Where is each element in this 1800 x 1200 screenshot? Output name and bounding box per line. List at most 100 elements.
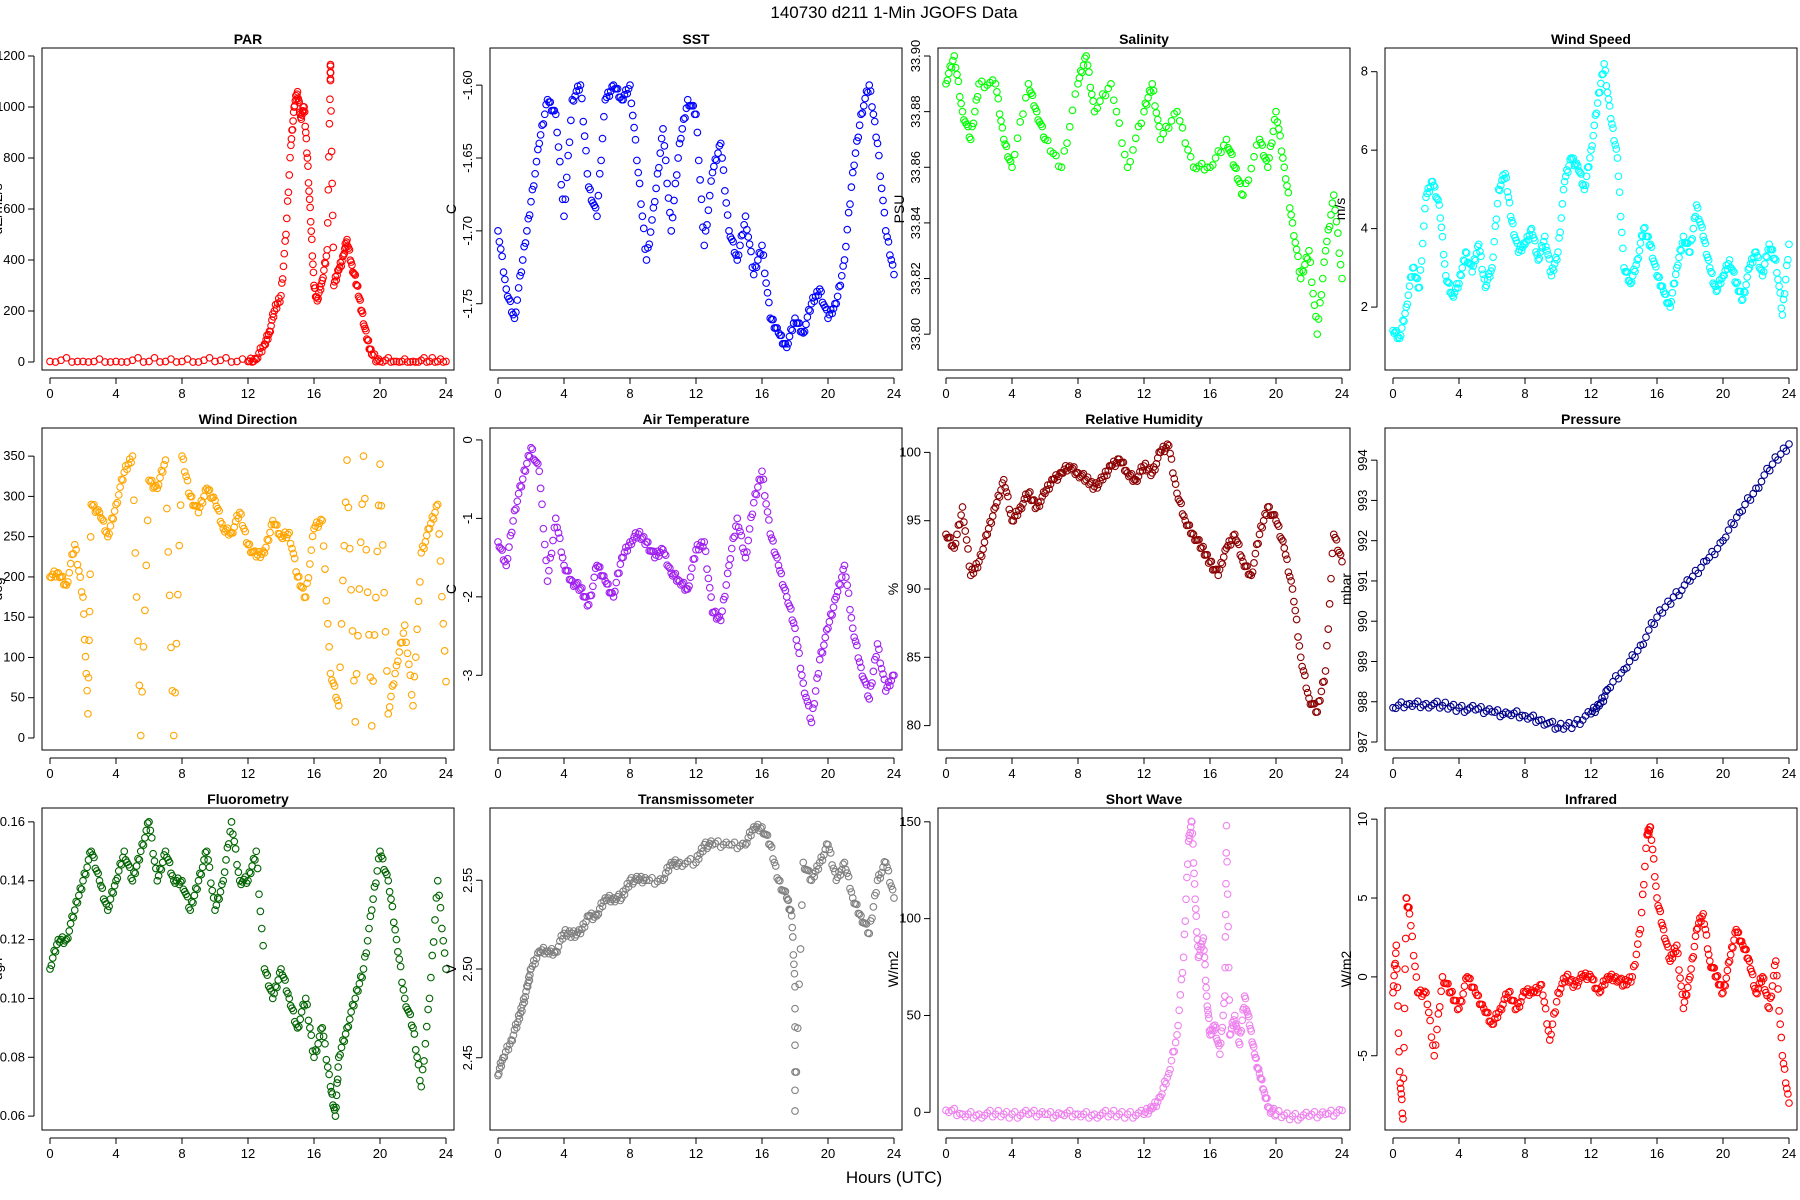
data-point xyxy=(1775,282,1783,291)
data-point xyxy=(1600,980,1609,989)
data-point xyxy=(1616,212,1625,221)
data-point xyxy=(438,592,446,601)
data-point xyxy=(1028,91,1037,100)
data-points xyxy=(46,452,450,740)
data-point xyxy=(791,1041,799,1050)
data-point xyxy=(1544,251,1552,259)
data-point xyxy=(1173,1030,1181,1039)
data-point xyxy=(1250,559,1258,567)
data-point xyxy=(286,153,294,162)
data-point xyxy=(367,722,376,730)
data-point xyxy=(399,629,408,638)
data-point xyxy=(227,358,236,366)
data-point xyxy=(502,285,511,293)
data-point xyxy=(264,536,273,545)
data-point xyxy=(305,187,313,195)
data-point xyxy=(1126,1107,1135,1116)
x-tick-label: 0 xyxy=(1389,766,1396,781)
data-point xyxy=(409,701,417,710)
x-tick-label: 8 xyxy=(1521,766,1528,781)
data-point xyxy=(1299,267,1308,276)
data-point xyxy=(593,911,601,920)
data-point xyxy=(1548,717,1557,726)
plot-frame xyxy=(489,427,903,751)
data-point xyxy=(120,847,129,856)
data-point xyxy=(1636,239,1645,247)
data-point xyxy=(881,687,890,695)
data-point xyxy=(1571,160,1580,169)
data-point xyxy=(1493,1013,1502,1022)
data-point xyxy=(1421,204,1429,213)
data-point xyxy=(1452,996,1461,1005)
data-point xyxy=(1757,477,1766,486)
data-point xyxy=(1691,932,1700,941)
data-point xyxy=(351,271,360,279)
data-point xyxy=(880,208,889,217)
data-point xyxy=(1221,963,1229,972)
data-point xyxy=(113,874,122,883)
data-point xyxy=(1563,970,1572,979)
data-point xyxy=(380,588,388,597)
y-tick-label: 50 xyxy=(11,690,25,705)
data-point xyxy=(370,350,379,359)
data-point xyxy=(716,139,725,148)
data-point xyxy=(249,854,258,863)
panel-title: Transmissometer xyxy=(638,791,754,807)
data-point xyxy=(690,554,699,563)
data-point xyxy=(1224,922,1232,931)
x-tick-label: 8 xyxy=(178,766,185,781)
data-point xyxy=(828,861,836,869)
data-point xyxy=(1207,557,1216,566)
data-point xyxy=(1239,191,1247,199)
data-point xyxy=(955,520,964,529)
data-point xyxy=(1401,934,1410,943)
data-point xyxy=(142,561,151,570)
data-point xyxy=(1167,117,1176,125)
data-point xyxy=(1752,988,1760,997)
data-point xyxy=(1420,987,1429,996)
data-point xyxy=(416,578,424,586)
data-point xyxy=(727,544,736,553)
data-point xyxy=(337,262,346,271)
data-point xyxy=(51,947,60,956)
data-point xyxy=(307,235,316,244)
data-point xyxy=(1741,500,1749,509)
data-point xyxy=(345,1015,354,1024)
data-point xyxy=(433,876,442,885)
data-point xyxy=(1017,504,1026,513)
data-point xyxy=(205,353,214,362)
x-tick-label: 24 xyxy=(887,386,901,401)
x-tick-label: 0 xyxy=(1389,1146,1396,1161)
data-point xyxy=(1625,973,1634,981)
data-point xyxy=(142,826,151,835)
data-point xyxy=(438,924,446,933)
data-point xyxy=(331,272,340,281)
data-point xyxy=(326,75,335,83)
data-point xyxy=(958,107,967,116)
data-point xyxy=(1253,1064,1262,1073)
data-point xyxy=(1280,163,1289,172)
data-point xyxy=(1268,139,1276,147)
data-point xyxy=(840,858,849,867)
data-point xyxy=(848,624,857,633)
data-point xyxy=(876,172,885,181)
data-point xyxy=(330,682,339,690)
data-point xyxy=(422,358,431,366)
panel-title: Wind Speed xyxy=(1551,31,1631,47)
data-point xyxy=(244,876,252,885)
data-point xyxy=(1163,440,1172,449)
data-point xyxy=(1686,248,1694,257)
data-point xyxy=(335,263,344,272)
data-point xyxy=(810,700,819,708)
data-point xyxy=(704,574,713,583)
y-tick-label: -3 xyxy=(460,670,475,682)
data-point xyxy=(1677,246,1686,255)
data-point xyxy=(1645,241,1654,250)
data-point xyxy=(189,898,197,907)
data-point xyxy=(1477,252,1485,261)
data-point xyxy=(246,869,255,878)
data-point xyxy=(350,676,358,685)
data-point xyxy=(1258,1075,1266,1084)
data-point xyxy=(339,1036,347,1044)
data-point xyxy=(400,621,409,630)
